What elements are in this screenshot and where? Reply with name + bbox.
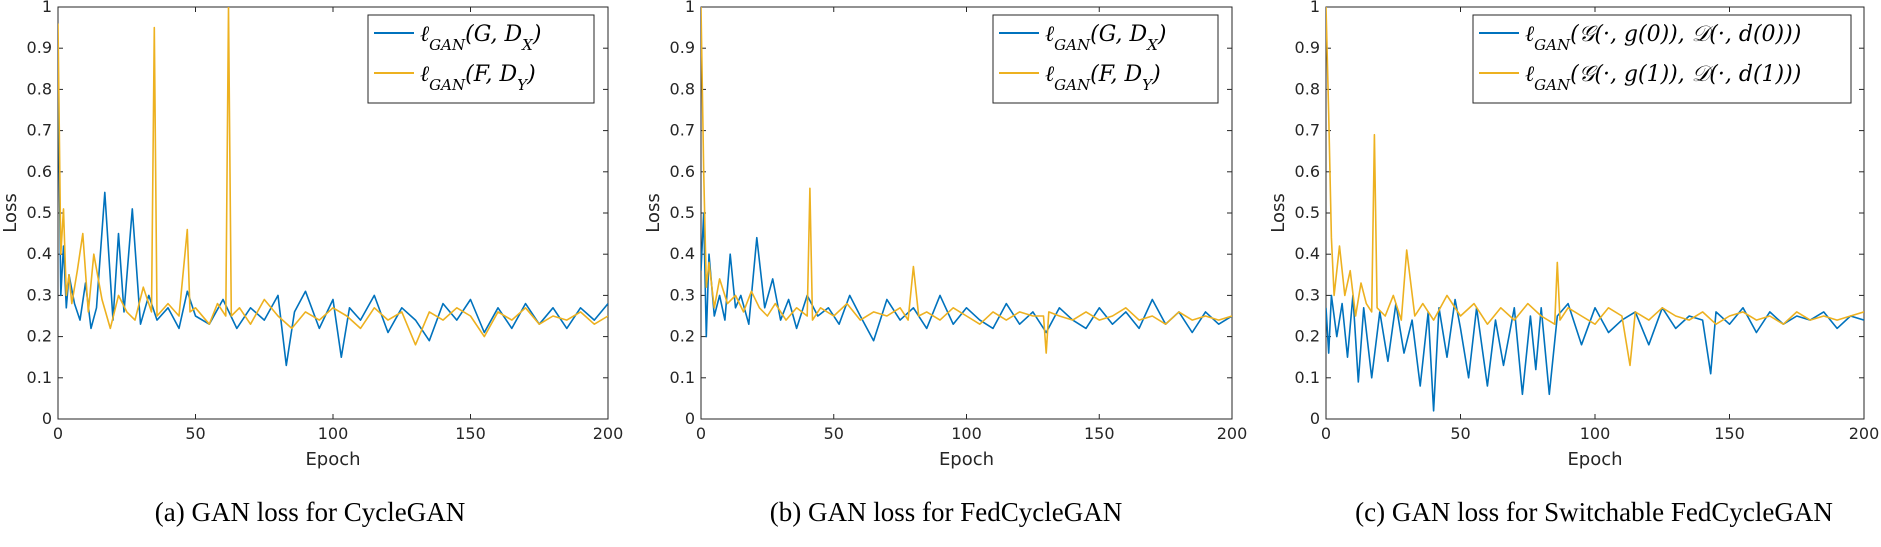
x-axis-label: Epoch	[305, 449, 360, 470]
x-tick-label: 50	[824, 424, 844, 443]
y-tick-label: 0.4	[1295, 244, 1320, 263]
y-tick-label: 0.7	[1295, 121, 1320, 140]
y-tick-label: 0.7	[670, 121, 695, 140]
x-tick-label: 0	[53, 424, 63, 443]
y-tick-label: 0.4	[27, 244, 52, 263]
x-tick-label: 200	[1849, 424, 1880, 443]
x-tick-label: 100	[1580, 424, 1611, 443]
series-line-2	[1326, 7, 1864, 367]
y-tick-label: 0.9	[1295, 38, 1320, 57]
y-tick-label: 0.9	[670, 38, 695, 57]
series-line-2	[58, 7, 608, 346]
x-tick-label: 100	[318, 424, 349, 443]
y-tick-label: 0.4	[670, 244, 695, 263]
series-line-2	[701, 7, 1232, 354]
chart-panel: 0 50 100 150 200 0 0.1 0.2 0.3 0.4 0.5 0.6 0.7 0.8 0.9…	[643, 0, 1247, 527]
subfigure-caption: (c) GAN loss for Switchable FedCycleGAN	[1355, 497, 1833, 527]
y-tick-label: 1	[1310, 0, 1320, 16]
legend-label-1: ℓGAN(G, DX)	[420, 22, 541, 54]
x-tick-label: 50	[1450, 424, 1470, 443]
y-tick-label: 0.3	[1295, 285, 1320, 304]
x-tick-label: 150	[455, 424, 486, 443]
x-tick-label: 150	[1714, 424, 1745, 443]
y-tick-label: 0	[1310, 409, 1320, 428]
legend-label-2: ℓGAN(F, DY)	[420, 62, 536, 94]
x-tick-label: 200	[1217, 424, 1248, 443]
subfigure-caption: (b) GAN loss for FedCycleGAN	[770, 497, 1122, 527]
y-tick-label: 0.2	[670, 327, 695, 346]
y-axis-label: Loss	[1268, 193, 1289, 232]
y-tick-label: 0.5	[670, 203, 695, 222]
y-axis-label: Loss	[0, 193, 21, 232]
x-tick-label: 200	[593, 424, 624, 443]
legend-label-1: ℓGAN(G, DX)	[1045, 22, 1166, 54]
legend-label-1: ℓGAN(𝒢(·, g(0)), 𝒟(·, d(0)))	[1525, 22, 1801, 54]
series-line-1	[701, 212, 1232, 342]
x-tick-label: 50	[185, 424, 205, 443]
y-tick-label: 1	[42, 0, 52, 16]
x-tick-label: 150	[1084, 424, 1115, 443]
subfigure-caption: (a) GAN loss for CycleGAN	[155, 497, 465, 527]
x-axis-label: Epoch	[939, 449, 994, 470]
y-tick-label: 0.2	[27, 327, 52, 346]
y-tick-label: 0.5	[1295, 203, 1320, 222]
x-tick-label: 0	[1321, 424, 1331, 443]
y-tick-label: 0.2	[1295, 327, 1320, 346]
y-tick-label: 0.8	[27, 79, 52, 98]
chart-panel: 0 50 100 150 200 0 0.1 0.2 0.3 0.4 0.5 0.6 0.7 0.8 0.9…	[0, 0, 623, 527]
y-axis-label: Loss	[643, 193, 664, 232]
y-tick-label: 0.1	[27, 368, 52, 387]
legend-box	[992, 14, 1219, 104]
y-tick-label: 0.9	[27, 38, 52, 57]
y-tick-label: 0.6	[27, 162, 52, 181]
y-tick-label: 0.5	[27, 203, 52, 222]
chart-panel: 0 50 100 150 200 0 0.1 0.2 0.3 0.4 0.5 0.6 0.7 0.8 0.9…	[1268, 0, 1879, 527]
y-tick-label: 0.1	[1295, 368, 1320, 387]
y-tick-label: 0.8	[1295, 79, 1320, 98]
y-tick-label: 0	[42, 409, 52, 428]
x-tick-label: 0	[696, 424, 706, 443]
legend-box	[367, 14, 595, 104]
y-tick-label: 0.3	[27, 285, 52, 304]
x-axis-label: Epoch	[1567, 449, 1622, 470]
y-tick-label: 0	[685, 409, 695, 428]
legend-label-2: ℓGAN(𝒢(·, g(1)), 𝒟(·, d(1)))	[1525, 62, 1801, 94]
y-tick-label: 1	[685, 0, 695, 16]
legend-label-2: ℓGAN(F, DY)	[1045, 62, 1161, 94]
y-tick-label: 0.1	[670, 368, 695, 387]
y-tick-label: 0.8	[670, 79, 695, 98]
y-tick-label: 0.6	[670, 162, 695, 181]
y-tick-label: 0.7	[27, 121, 52, 140]
series-line-1	[1326, 294, 1864, 412]
x-tick-label: 100	[951, 424, 982, 443]
y-tick-label: 0.3	[670, 285, 695, 304]
y-tick-label: 0.6	[1295, 162, 1320, 181]
legend-box	[1472, 14, 1852, 104]
